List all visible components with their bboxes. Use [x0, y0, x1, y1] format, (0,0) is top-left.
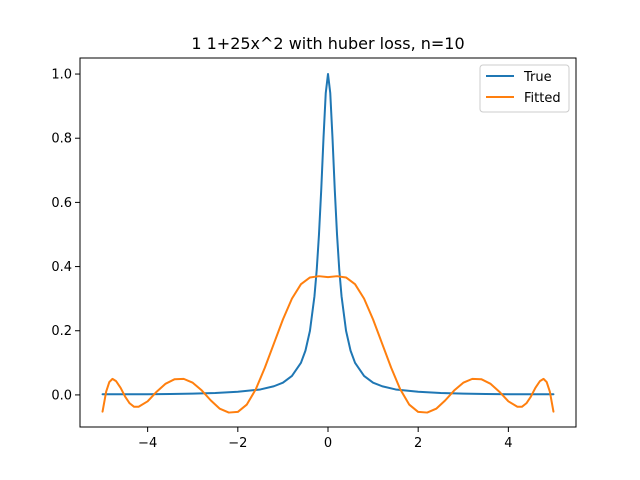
y-axis: 0.0 0.2 0.4 0.6 0.8 1.0 — [51, 68, 80, 403]
axes-frame — [79, 57, 577, 428]
x-tick-label: −4 — [138, 436, 157, 451]
legend-label-fitted: Fitted — [524, 91, 561, 106]
y-tick-label: 0.8 — [51, 132, 72, 147]
y-tick-label: 0.0 — [51, 388, 72, 403]
series-line-true — [101, 73, 555, 396]
x-axis: −4 −2 0 2 4 — [138, 427, 513, 451]
y-tick-label: 1.0 — [51, 68, 72, 83]
y-tick-label: 0.2 — [51, 324, 72, 339]
legend-label-true: True — [523, 70, 552, 85]
plot-area — [101, 73, 555, 414]
x-tick-label: 2 — [414, 436, 422, 451]
y-tick-label: 0.6 — [51, 196, 72, 211]
y-tick-label: 0.4 — [51, 260, 72, 275]
x-tick-label: 4 — [504, 436, 512, 451]
legend: True Fitted — [479, 64, 570, 113]
series-line-fitted — [101, 275, 555, 414]
x-tick-label: −2 — [228, 436, 247, 451]
chart-title: 1 1+25x^2 with huber loss, n=10 — [191, 34, 464, 53]
x-tick-label: 0 — [324, 436, 332, 451]
